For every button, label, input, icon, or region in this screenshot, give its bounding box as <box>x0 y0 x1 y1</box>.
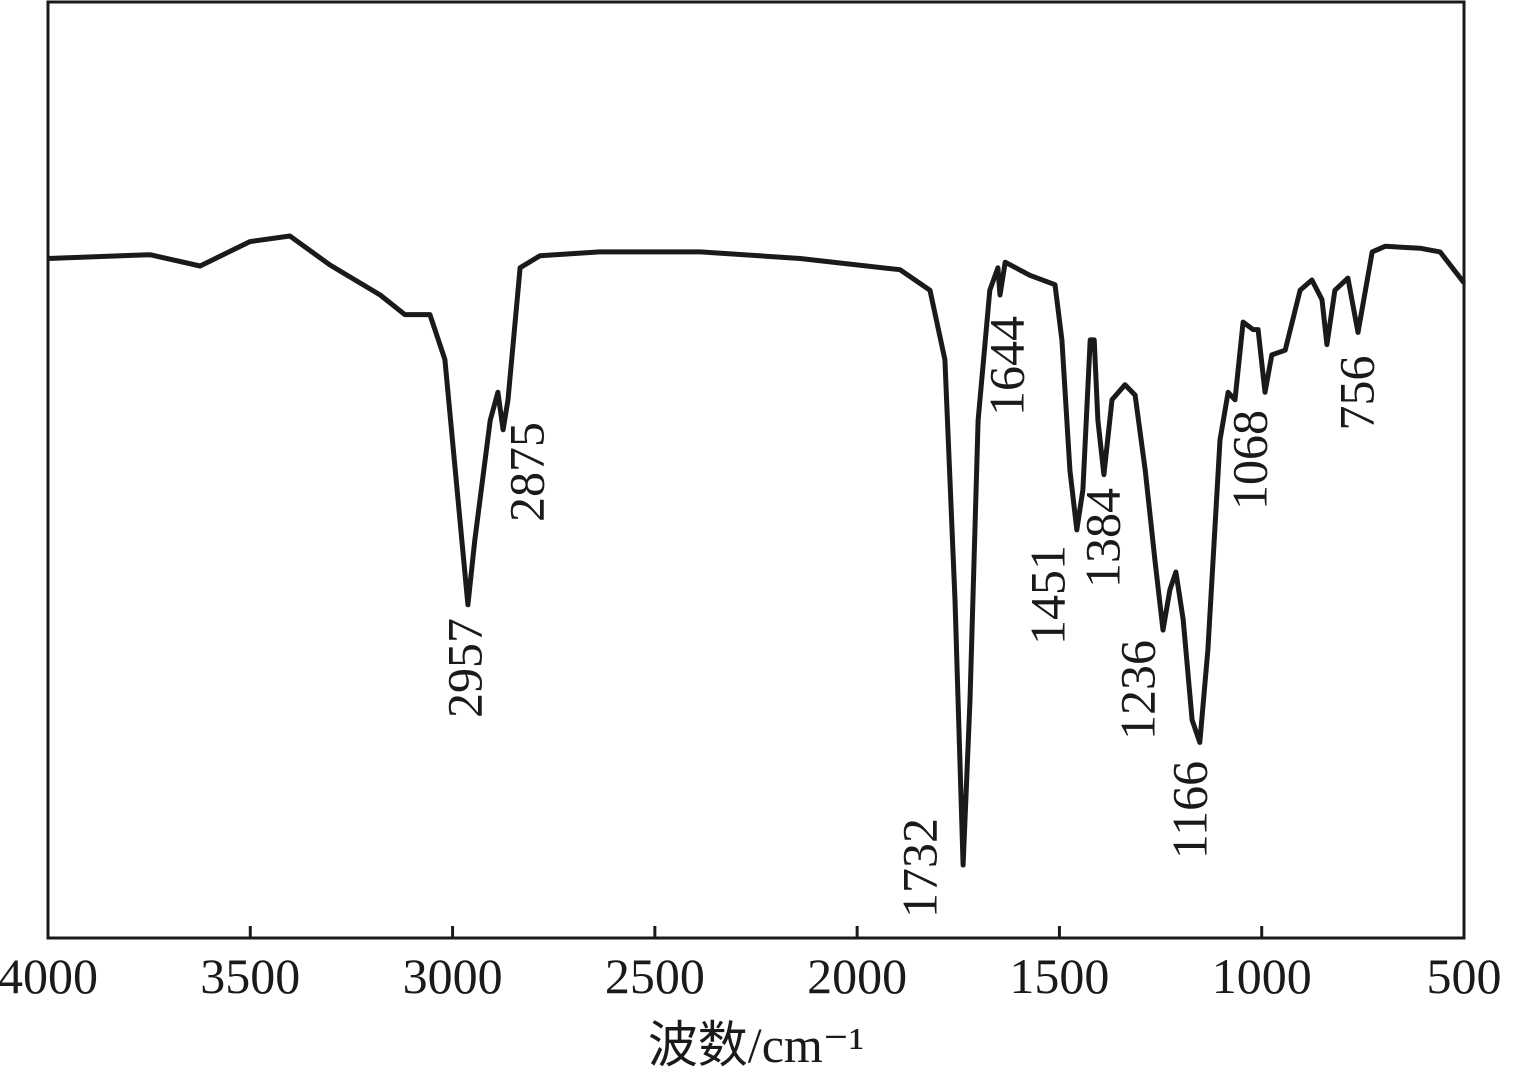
peak-label: 2957 <box>436 618 492 718</box>
x-tick-label: 2500 <box>605 948 705 1004</box>
x-axis-label: 波数/cm⁻¹ <box>648 1017 864 1073</box>
x-tick-label: 3000 <box>403 948 503 1004</box>
spectrum-line <box>47 233 1466 868</box>
x-tick-label: 3500 <box>200 948 300 1004</box>
plot-frame <box>46 0 1466 940</box>
peak-label: 1166 <box>1161 761 1217 859</box>
peak-label: 1068 <box>1221 410 1277 510</box>
peak-label: 1236 <box>1109 640 1165 740</box>
peak-label: 2875 <box>498 422 554 522</box>
x-tick-label: 4000 <box>0 948 98 1004</box>
x-tick-label: 1000 <box>1212 948 1312 1004</box>
peak-label: 1644 <box>978 316 1034 416</box>
x-tick-label: 2000 <box>807 948 907 1004</box>
peak-label: 756 <box>1328 356 1384 431</box>
peak-label: 1732 <box>891 818 947 918</box>
peak-label: 1384 <box>1074 488 1130 588</box>
x-tick-label: 500 <box>1427 948 1502 1004</box>
peak-label: 1451 <box>1019 545 1075 645</box>
x-tick-label: 1500 <box>1009 948 1109 1004</box>
